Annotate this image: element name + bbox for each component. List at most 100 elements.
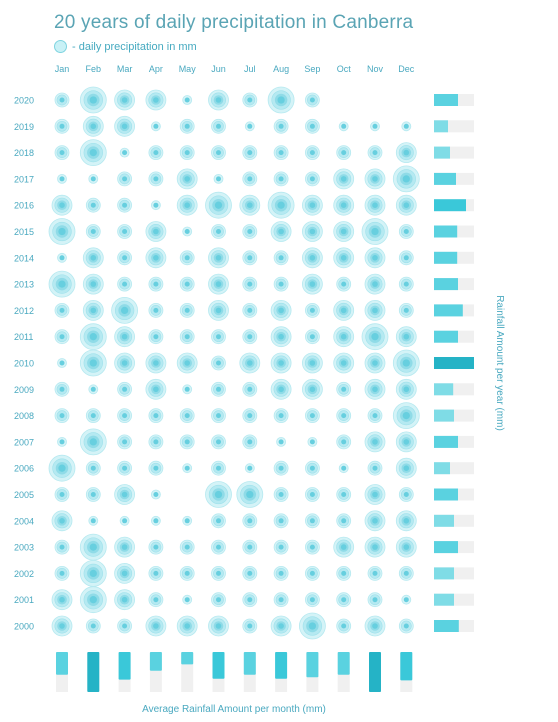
year-bar	[434, 462, 450, 475]
bubble-core	[90, 176, 96, 182]
bubble-core	[121, 544, 128, 550]
bubble-core	[277, 201, 285, 209]
bubble-core	[403, 465, 410, 472]
bubble-core	[120, 306, 129, 315]
year-bar	[434, 541, 458, 554]
bubble-core	[59, 544, 65, 550]
year-label: 2013	[14, 280, 34, 290]
year-label: 2018	[14, 148, 34, 158]
bubble-core	[309, 334, 315, 340]
bubble-core	[278, 228, 284, 235]
bubble-core	[341, 386, 347, 392]
bubble-core	[122, 518, 128, 524]
year-label: 2009	[14, 385, 34, 395]
bubble-core	[309, 281, 316, 287]
bubble-core	[247, 518, 253, 524]
bubble-core	[153, 413, 159, 419]
bubble-core	[153, 281, 159, 287]
bubble-core	[121, 123, 128, 130]
bubble-core	[278, 439, 284, 445]
bubble-core	[340, 176, 347, 182]
bubble-core	[184, 623, 190, 629]
bubble-core	[122, 413, 128, 419]
year-bar	[434, 304, 463, 317]
bubble-core	[247, 386, 253, 392]
bubble-core	[59, 360, 65, 366]
bubble-core	[340, 544, 347, 550]
bubble-core	[90, 254, 97, 261]
bubble-core	[122, 202, 128, 208]
bubble-core	[214, 201, 223, 209]
bubble-core	[309, 97, 315, 103]
bubble-core	[216, 544, 221, 550]
bubble-core	[403, 518, 410, 524]
bubble-core	[90, 386, 96, 392]
year-bar	[434, 146, 450, 159]
bubble-core	[59, 623, 65, 629]
bubble-core	[153, 360, 159, 366]
bubble-core	[372, 202, 378, 208]
bubble-core	[278, 413, 284, 419]
bubble-core	[184, 570, 190, 576]
bubble-core	[247, 281, 253, 287]
bubble-core	[246, 490, 254, 499]
bubble-core	[247, 97, 253, 103]
bubble-core	[122, 229, 128, 234]
bubble-core	[247, 597, 253, 603]
bubble-core	[59, 123, 65, 129]
bubble-core	[184, 465, 190, 471]
year-bar	[434, 251, 458, 264]
bubble-core	[309, 307, 315, 313]
year-label: 2001	[14, 595, 34, 605]
bubble-core	[153, 202, 159, 208]
bubble-core	[184, 97, 190, 103]
month-bar	[149, 652, 162, 671]
bubble-core	[122, 386, 128, 392]
bubble-core	[309, 202, 316, 208]
bubble-core	[122, 623, 128, 629]
bubble-core	[403, 492, 409, 497]
bubble-core	[89, 359, 97, 367]
year-bar	[434, 172, 456, 185]
year-bar	[434, 330, 458, 343]
bubble-core	[184, 123, 190, 129]
bubble-core	[341, 413, 347, 419]
bubble-core	[184, 439, 190, 445]
bubble-core	[278, 333, 284, 340]
bubble-core	[340, 202, 347, 208]
month-bar	[181, 652, 194, 665]
bubble-core	[372, 307, 378, 314]
bubble-core	[90, 465, 96, 471]
month-bar	[400, 652, 413, 681]
bubble-core	[121, 333, 128, 340]
bubble-core	[215, 97, 222, 103]
bubble-core	[309, 386, 316, 393]
bubble-core	[402, 359, 410, 367]
bubble-core	[340, 360, 347, 366]
y-axis-label: Rainfall Amount per year (mm)	[494, 295, 505, 431]
bubble-core	[372, 544, 378, 550]
bubble-core	[278, 150, 284, 156]
bubble-core	[90, 281, 97, 287]
bubble-core	[90, 123, 97, 130]
month-label: May	[179, 64, 197, 74]
bubble-core	[278, 623, 284, 629]
bubble-core	[372, 439, 378, 445]
month-bar	[275, 652, 288, 679]
bubble-core	[371, 227, 379, 236]
bubble-core	[59, 492, 65, 497]
bubble-core	[247, 334, 253, 340]
year-bar	[434, 620, 459, 632]
year-label: 2019	[14, 122, 34, 132]
bubble-core	[59, 439, 65, 445]
bubble-core	[371, 333, 379, 341]
month-label: Sep	[304, 64, 320, 74]
bubble-core	[89, 438, 97, 446]
bubble-core	[403, 544, 410, 550]
bubble-core	[153, 123, 159, 129]
bubble-core	[59, 255, 65, 261]
year-label: 2002	[14, 569, 34, 579]
month-label: Jan	[55, 64, 70, 74]
bubble-core	[153, 307, 159, 313]
year-label: 2020	[14, 96, 34, 106]
